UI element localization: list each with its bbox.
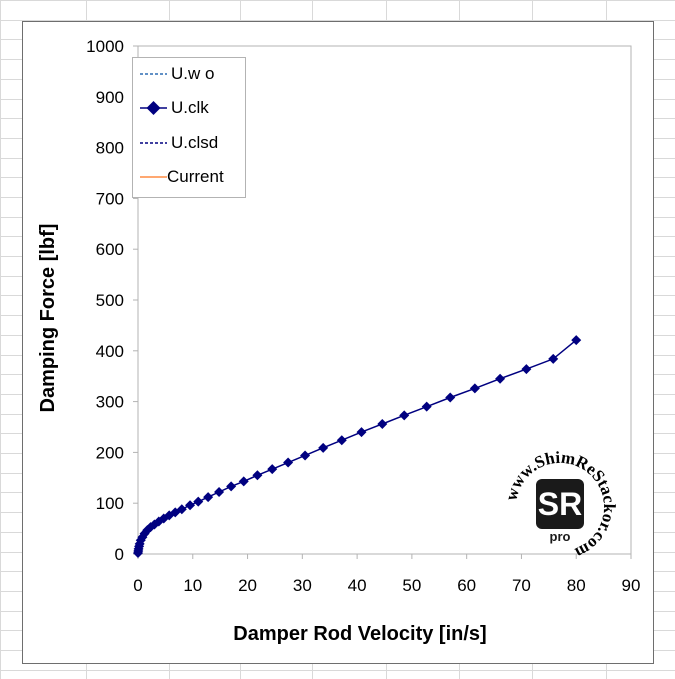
y-tick-label: 500 [96, 291, 124, 310]
data-point-u-clk [238, 476, 249, 487]
x-tick-label: 40 [348, 576, 367, 595]
y-tick-label: 0 [115, 545, 124, 564]
data-point-u-clk [356, 427, 367, 438]
data-point-u-clk [283, 457, 294, 468]
data-point-u-clk [377, 418, 388, 429]
chart-series [133, 335, 582, 558]
y-tick-label: 900 [96, 88, 124, 107]
data-point-u-clk [226, 481, 237, 492]
data-point-u-clk [252, 470, 263, 481]
logo-badge [536, 479, 584, 529]
legend-item-u-clk: U.clk [133, 97, 245, 119]
x-tick-label: 20 [238, 576, 257, 595]
legend-item-current: Current [133, 166, 245, 188]
x-axis-ticks: 0 10 20 30 40 50 60 70 80 90 [133, 554, 640, 595]
y-tick-label: 1000 [86, 37, 124, 56]
logo-sub: pro [550, 529, 571, 544]
data-point-u-clk [203, 492, 214, 503]
legend-swatch-current [140, 176, 167, 178]
legend-label-u-clsd: U.clsd [171, 133, 219, 152]
x-tick-label: 10 [183, 576, 202, 595]
x-tick-label: 30 [293, 576, 312, 595]
legend-swatch-u-clk [140, 101, 167, 115]
x-axis-label: Damper Rod Velocity [in/s] [233, 623, 486, 645]
legend-item-u-wo: U.w o [133, 63, 245, 85]
x-tick-label: 60 [457, 576, 476, 595]
data-point-u-clk [267, 464, 278, 475]
y-tick-label: 200 [96, 443, 124, 462]
x-tick-label: 0 [133, 576, 142, 595]
data-point-u-clk [421, 401, 432, 412]
y-tick-label: 600 [96, 240, 124, 259]
y-tick-label: 800 [96, 139, 124, 158]
data-point-u-clk [193, 496, 204, 507]
y-tick-label: 100 [96, 494, 124, 513]
x-tick-label: 90 [622, 576, 641, 595]
data-point-u-clk [185, 500, 196, 511]
data-point-u-clk [214, 487, 225, 498]
shimrestackor-logo: SR pro www.ShimReStackor.com [502, 449, 618, 563]
x-tick-label: 50 [402, 576, 421, 595]
x-tick-label: 70 [512, 576, 531, 595]
data-point-u-clk [399, 410, 410, 421]
data-point-u-clk [176, 504, 187, 515]
data-point-u-clk [495, 373, 506, 384]
y-axis-label: Damping Force [lbf] [37, 224, 59, 413]
legend-label-u-clk: U.clk [171, 98, 209, 117]
data-point-u-clk [300, 450, 311, 461]
y-tick-label: 400 [96, 342, 124, 361]
legend-item-u-clsd: U.clsd [133, 132, 245, 154]
legend-label-u-wo: U.w o [171, 64, 215, 83]
y-axis-ticks: 0 100 200 300 400 500 600 700 800 900 1000 [86, 37, 138, 564]
data-point-u-clk [336, 435, 347, 446]
y-tick-label: 700 [96, 189, 124, 208]
data-point-u-clk [548, 353, 559, 364]
y-tick-label: 300 [96, 393, 124, 412]
data-point-u-clk [445, 392, 456, 403]
legend-swatch-u-wo [140, 73, 167, 75]
legend-swatch-u-clsd [140, 142, 167, 144]
data-point-u-clk [318, 442, 329, 453]
x-tick-label: 80 [567, 576, 586, 595]
data-point-u-clk [469, 383, 480, 394]
data-point-u-clk [571, 335, 582, 346]
data-point-u-clk [521, 364, 532, 375]
logo-letters: SR [538, 486, 582, 522]
legend-label-current: Current [167, 167, 224, 186]
chart-legend: U.w o U.clk U.clsd Current [132, 57, 246, 198]
